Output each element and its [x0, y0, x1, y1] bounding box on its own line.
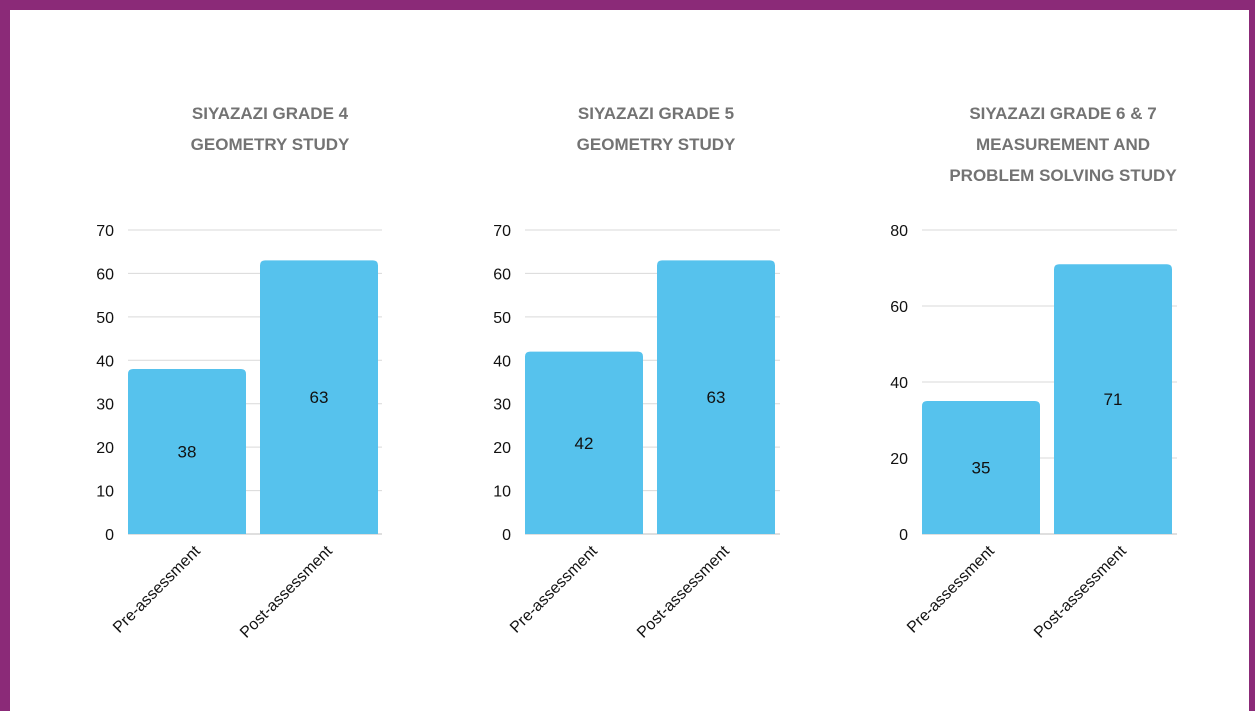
y-tick-label: 50 [96, 310, 114, 327]
chart-3-title: SIYAZAZI GRADE 6 & 7 MEASUREMENT AND PRO… [893, 98, 1233, 191]
data-label: 35 [972, 459, 991, 478]
y-tick-label: 0 [899, 527, 908, 544]
y-tick-label: 20 [890, 451, 908, 468]
bar-pre-assessment [128, 368, 246, 534]
category-label: Post-assessment [1031, 542, 1130, 641]
chart-1-title-line-2: GEOMETRY STUDY [190, 135, 350, 154]
chart-2-title-line-1: SIYAZAZI GRADE 5 [577, 104, 735, 123]
y-tick-label: 20 [96, 440, 114, 457]
y-tick-label: 50 [493, 310, 511, 327]
chart-3-plot: 0 20 40 60 80 35 Pre-assessment 71 Post-assessme… [890, 223, 1177, 642]
y-tick-label: 40 [890, 375, 908, 392]
chart-3-title-line-1: SIYAZAZI GRADE 6 & 7 [969, 104, 1157, 123]
chart-1-plot: 01020304050607038Pre-assessment63Post-as… [96, 223, 382, 642]
y-tick-label: 60 [890, 299, 908, 316]
chart-1-title-line-1: SIYAZAZI GRADE 4 [191, 104, 349, 123]
data-label: 63 [707, 388, 726, 407]
y-tick-label: 70 [493, 223, 511, 240]
y-tick-label: 80 [890, 223, 908, 240]
chart-3-title-line-3: PROBLEM SOLVING STUDY [949, 166, 1177, 185]
y-tick-label: 60 [96, 266, 114, 283]
y-tick-label: 70 [96, 223, 114, 240]
chart-1-title: SIYAZAZI GRADE 4 GEOMETRY STUDY [120, 98, 420, 160]
y-tick-label: 20 [493, 440, 511, 457]
y-tick-label: 40 [493, 353, 511, 370]
bar-post-assessment [260, 260, 378, 534]
y-tick-label: 0 [105, 527, 114, 544]
data-label: 42 [575, 434, 594, 453]
data-label: 38 [178, 442, 197, 461]
chart-2-plot: 01020304050607042Pre-assessment63Post-as… [493, 223, 780, 642]
y-tick-label: 10 [493, 484, 511, 501]
y-tick-label: 40 [96, 353, 114, 370]
data-label: 63 [310, 388, 329, 407]
chart-2-title-line-2: GEOMETRY STUDY [576, 135, 736, 154]
bar-post-assessment [657, 260, 775, 534]
bar-post-assessment [1054, 264, 1172, 534]
y-tick-label: 0 [502, 527, 511, 544]
y-tick-label: 10 [96, 484, 114, 501]
y-tick-label: 30 [493, 397, 511, 414]
y-tick-label: 60 [493, 266, 511, 283]
category-label: Pre-assessment [904, 542, 998, 636]
data-label: 71 [1104, 390, 1123, 409]
bar-pre-assessment [525, 351, 643, 534]
bar-pre-assessment [922, 401, 1040, 534]
y-tick-label: 30 [96, 397, 114, 414]
chart-3-title-line-2: MEASUREMENT AND [975, 135, 1151, 154]
chart-2-title: SIYAZAZI GRADE 5 GEOMETRY STUDY [506, 98, 806, 160]
